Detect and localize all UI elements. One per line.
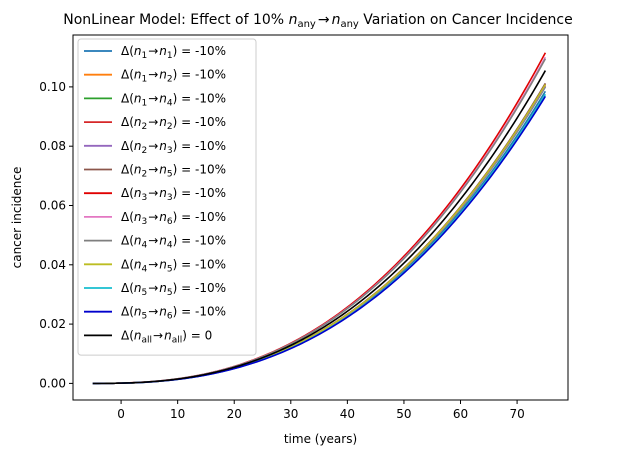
chart-title: NonLinear Model: Effect of 10% nany → nany… [63, 12, 573, 30]
legend-label: Δ(n4→n5) = -10% [121, 257, 226, 274]
legend-entry: Δ(nall→nall) = 0 [84, 328, 212, 345]
legend-entry: Δ(n4→n4) = -10% [84, 234, 226, 251]
y-axis-label: cancer incidence [10, 167, 24, 269]
legend-entry: Δ(n1→n2) = -10% [84, 68, 226, 85]
legend-label: Δ(nall→nall) = 0 [121, 328, 212, 345]
x-tick-label: 0 [117, 407, 125, 421]
legend-label: Δ(n2→n5) = -10% [121, 163, 226, 180]
legend-entry: Δ(n1→n1) = -10% [84, 44, 226, 61]
x-tick-label: 50 [396, 407, 411, 421]
legend-label: Δ(n5→n6) = -10% [121, 305, 226, 322]
plot-frame [72, 34, 569, 401]
legend-entry: Δ(n2→n2) = -10% [84, 115, 226, 132]
x-axis-label: time (years) [284, 432, 357, 446]
legend-entry: Δ(n1→n4) = -10% [84, 91, 226, 108]
legend-label: Δ(n3→n6) = -10% [121, 210, 226, 227]
legend-entry: Δ(n2→n3) = -10% [84, 139, 226, 156]
legend-label: Δ(n1→n4) = -10% [121, 91, 226, 108]
y-tick-label: 0.02 [39, 317, 66, 331]
legend-label: Δ(n5→n5) = -10% [121, 281, 226, 298]
legend-entry: Δ(n4→n5) = -10% [84, 257, 226, 274]
x-tick-label: 60 [453, 407, 468, 421]
y-tick-label: 0.04 [39, 258, 66, 272]
series-layer [92, 52, 547, 385]
x-tick-label: 70 [509, 407, 524, 421]
legend-label: Δ(n3→n3) = -10% [121, 186, 226, 203]
ticks-layer: 0 10 20 30 40 50 60 70 0.00 0.02 0.04 0.06 0.08 0.10 [39, 80, 524, 421]
legend-label: Δ(n2→n2) = -10% [121, 115, 226, 132]
y-tick-label: 0.10 [39, 80, 66, 94]
x-tick-label: 30 [283, 407, 298, 421]
legend-entry: Δ(n3→n6) = -10% [84, 210, 226, 227]
x-tick-label: 10 [170, 407, 185, 421]
legend-entry: Δ(n5→n5) = -10% [84, 281, 226, 298]
x-tick-label: 20 [227, 407, 242, 421]
y-tick-label: 0.08 [39, 139, 66, 153]
legend-label: Δ(n4→n4) = -10% [121, 234, 226, 251]
legend-entry: Δ(n5→n6) = -10% [84, 305, 226, 322]
legend-box [77, 38, 257, 356]
legend: Δ(n1→n1) = -10% Δ(n1→n2) = -10% Δ(n1→n4) =… [77, 38, 257, 356]
legend-entry: Δ(n2→n5) = -10% [84, 163, 226, 180]
y-tick-label: 0.06 [39, 198, 66, 212]
legend-label: Δ(n1→n1) = -10% [121, 44, 226, 61]
y-tick-label: 0.00 [39, 376, 66, 390]
legend-label: Δ(n2→n3) = -10% [121, 139, 226, 156]
series-line-13 [92, 70, 547, 385]
legend-label: Δ(n1→n2) = -10% [121, 68, 226, 85]
x-tick-label: 40 [340, 407, 355, 421]
legend-entry: Δ(n3→n3) = -10% [84, 186, 226, 203]
